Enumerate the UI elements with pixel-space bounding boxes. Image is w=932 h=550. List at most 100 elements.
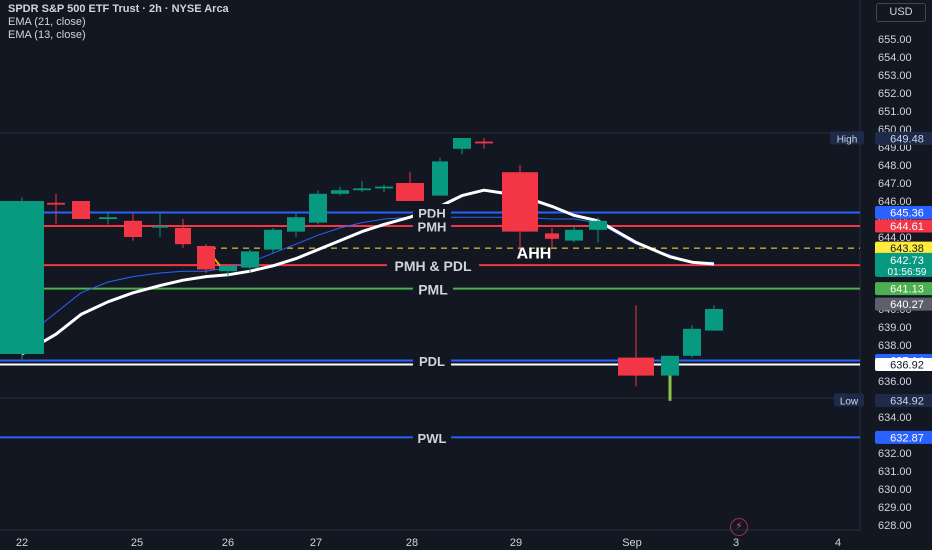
candle-body [545,233,559,239]
y-tick-label: 647.00 [878,178,912,190]
level-label-bg [412,428,452,446]
x-tick-label: 3 [733,537,739,549]
price-tag-prev: 640.27 [890,299,924,311]
y-tick-label: 654.00 [878,52,912,64]
candle-body [565,229,583,241]
y-tick-label: 629.00 [878,502,912,514]
price-tag-prev-bg [875,297,932,311]
candle-body [175,228,191,245]
y-tick-label: 648.00 [878,160,912,172]
annotation-ahh: AHH [517,246,552,263]
x-tick-label: 26 [222,537,234,549]
x-tick-label: 29 [510,537,522,549]
low-price-tag: 634.92 [890,395,924,407]
candle-body [99,217,117,219]
candle-body [72,201,90,219]
ema-21-legend[interactable]: EMA (21, close) [8,16,86,28]
lightning-icon[interactable]: ⚡ [730,518,748,536]
price-tag-pmh-bg [875,219,932,233]
level-label-pmh: PMH [418,220,447,235]
y-tick-label: 634.00 [878,412,912,424]
candle-body [502,172,538,232]
y-tick-label: 646.00 [878,196,912,208]
price-tag-pmh: 644.61 [890,221,924,233]
price-tag-pdh: 645.36 [890,208,924,220]
candle-body [219,265,237,272]
candle-body [661,355,679,376]
candle-body [453,138,471,149]
candle-body [705,309,723,331]
candle-body [197,246,215,270]
y-tick-label: 628.00 [878,520,912,532]
high-price-tag: 649.48 [890,133,924,145]
price-tag-close-bg [875,357,932,371]
price-tag-dashed: 643.38 [890,243,924,255]
level-label-bg [412,217,452,235]
price-tag-pwl: 632.87 [890,432,924,444]
y-tick-label: 652.00 [878,88,912,100]
candle-body [683,328,701,356]
low-label: Low [840,396,859,407]
x-tick-label: 4 [835,537,841,549]
price-tag-pwl-bg [875,430,932,444]
x-tick-label: Sep [622,537,642,549]
candle-body [47,202,65,205]
y-tick-label: 644.00 [878,232,912,244]
y-tick-label: 653.00 [878,70,912,82]
symbol-title[interactable]: SPDR S&P 500 ETF Trust · 2h · NYSE Arca [8,3,229,15]
ema-21-line [21,188,715,356]
candle-body [309,193,327,223]
price-tag-pdh-bg [875,206,932,220]
candle-body [396,183,424,201]
y-tick-label: 649.00 [878,142,912,154]
y-tick-label: 651.00 [878,106,912,118]
y-tick-label: 639.00 [878,322,912,334]
y-tick-label: 636.00 [878,376,912,388]
ema-13-legend[interactable]: EMA (13, close) [8,29,86,41]
high-label-bg [830,131,864,145]
last-price-tag: 642.73 [890,255,924,267]
level-label-pmh-pdl: PMH & PDL [395,258,472,274]
candle-body [475,141,493,144]
candle-body [152,226,168,228]
price-tag-pml-bg [875,282,932,296]
level-label-pml: PML [418,282,448,298]
last-price-bg [875,252,932,277]
y-tick-label: 630.00 [878,484,912,496]
high-price-tag-bg [875,131,932,145]
x-tick-label: 28 [406,537,418,549]
level-label-bg [412,204,452,222]
candle-body [618,357,654,376]
level-label-bg [412,351,452,369]
y-tick-label: 638.00 [878,340,912,352]
level-label-bg [386,256,480,275]
x-tick-label: 27 [310,537,322,549]
price-tag-pml: 641.13 [890,284,924,296]
candle-body [264,229,282,250]
candle-body [375,186,393,189]
candle-body [353,188,371,191]
high-label: High [837,134,858,145]
level-label-pdh: PDH [418,206,445,221]
candle-body [589,220,607,230]
level-label-pwl: PWL [418,431,447,446]
y-tick-label: 632.00 [878,448,912,460]
candle-body [432,161,448,196]
x-tick-label: 25 [131,537,143,549]
price-tag-dashed-bg [875,241,932,255]
candle-body [241,251,259,268]
level-label-pdl: PDL [419,354,445,369]
currency-button[interactable]: USD [876,3,926,22]
low-price-tag-bg [875,393,932,407]
countdown-tag: 01:56:59 [888,267,927,278]
y-tick-label: 655.00 [878,34,912,46]
candle-body [0,201,44,354]
candle-body [124,220,142,237]
ema-13-line [21,216,714,340]
price-tag-close: 636.92 [890,359,924,371]
candle-body [331,190,349,194]
x-tick-label: 22 [16,537,28,549]
y-tick-label: 631.00 [878,466,912,478]
